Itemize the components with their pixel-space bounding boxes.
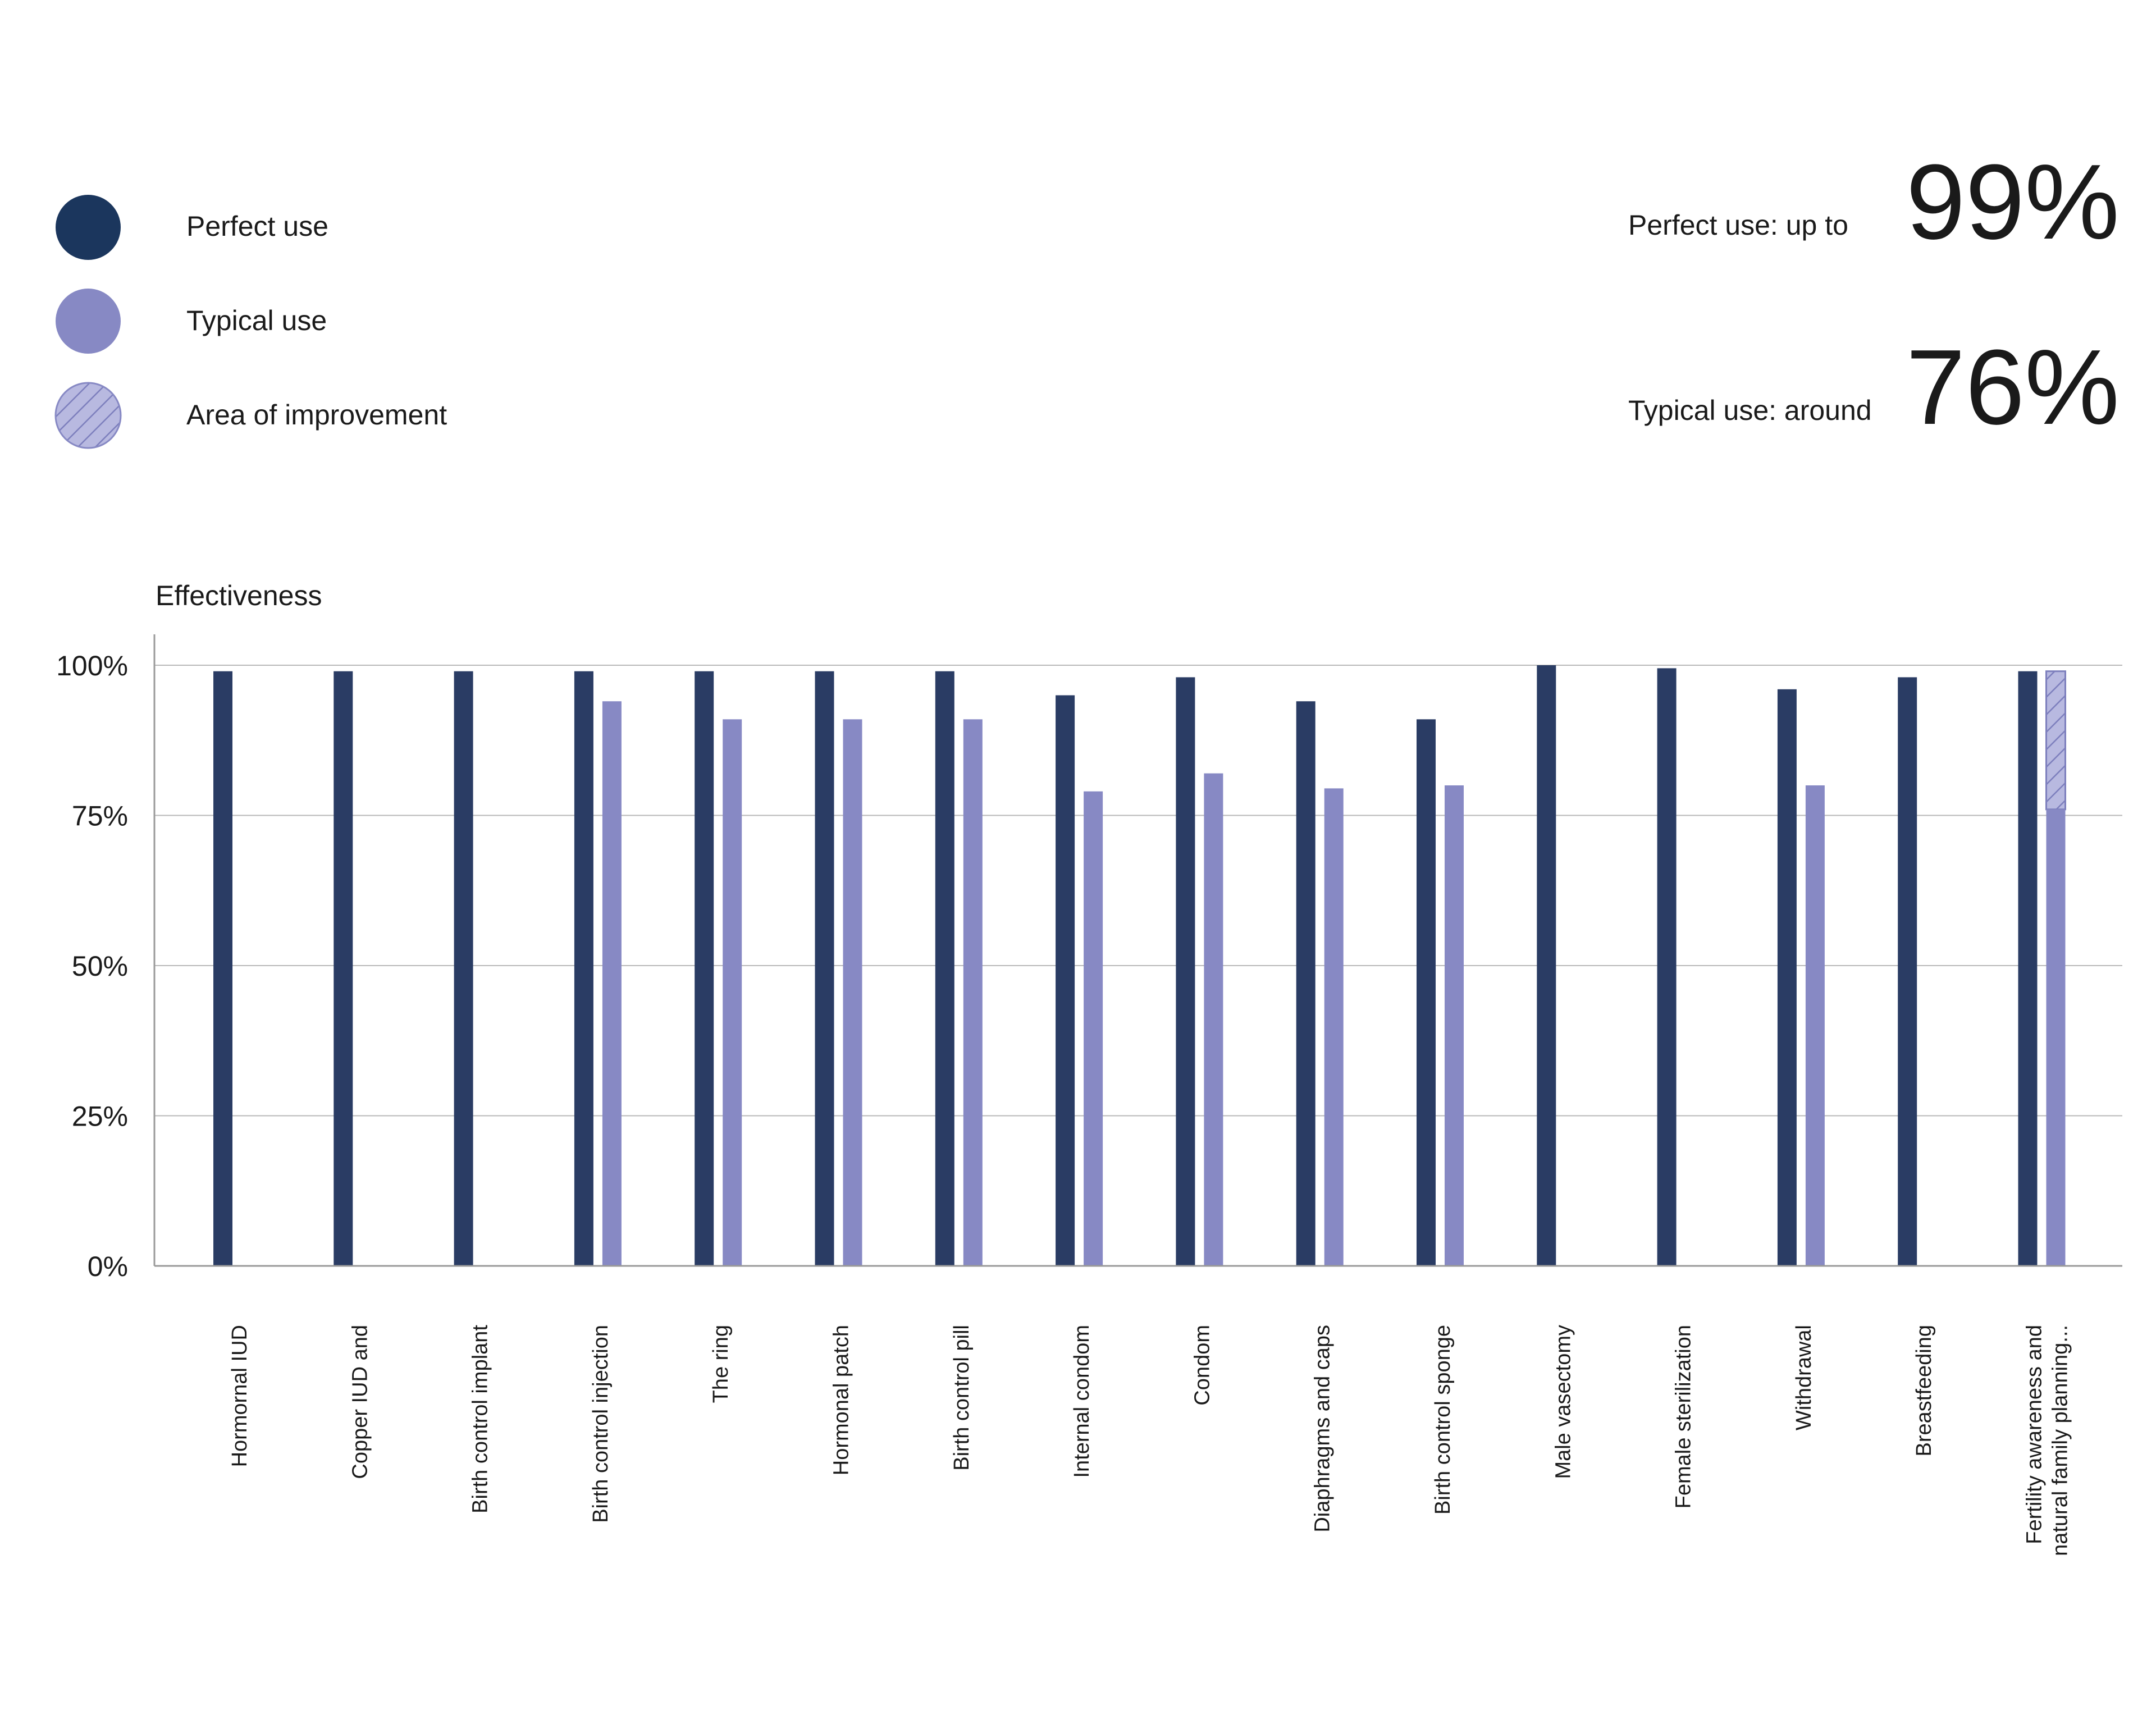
x-tick-label: Internal condom bbox=[1070, 1325, 1094, 1478]
bar-typical-use bbox=[843, 719, 862, 1266]
bar-perfect-use bbox=[454, 671, 473, 1266]
legend-swatch-perfect-use bbox=[56, 195, 121, 260]
bar-perfect-use bbox=[1777, 689, 1797, 1266]
x-tick-label: Hormornal IUD bbox=[228, 1325, 252, 1467]
x-tick-label: Birth control implant bbox=[469, 1325, 492, 1513]
bar-typical-use bbox=[963, 719, 983, 1266]
typical-use-stat-value: 76% bbox=[1906, 328, 2120, 447]
x-tick-label: Female sterilization bbox=[1672, 1325, 1696, 1508]
bar-perfect-use bbox=[2018, 671, 2038, 1266]
perfect-use-stat-value: 99% bbox=[1906, 143, 2120, 262]
bar-area-of-improvement bbox=[2045, 670, 2066, 811]
bar-typical-use bbox=[723, 719, 742, 1266]
x-tick-label: Withdrawal bbox=[1792, 1325, 1816, 1430]
legend-label-area-of-improvement: Area of improvement bbox=[186, 399, 447, 431]
bar-perfect-use bbox=[1537, 665, 1556, 1266]
x-tick-label: Birth control injection bbox=[589, 1325, 613, 1523]
bar-typical-use bbox=[1204, 773, 1223, 1266]
legend-label-typical-use: Typical use bbox=[186, 305, 327, 336]
x-tick-label: Male vasectomy bbox=[1551, 1325, 1575, 1479]
bar-typical-use bbox=[1084, 791, 1103, 1266]
bar-perfect-use bbox=[1056, 695, 1075, 1266]
y-tick-label: 0% bbox=[88, 1251, 128, 1282]
y-tick-label: 100% bbox=[56, 650, 128, 682]
legend-swatch-typical-use bbox=[56, 289, 121, 354]
bar-perfect-use bbox=[935, 671, 954, 1266]
chart-bars bbox=[213, 665, 2066, 1266]
chart-axes bbox=[153, 634, 2122, 1267]
x-tick-label: Breastfeeding bbox=[1912, 1325, 1936, 1457]
bar-perfect-use bbox=[1296, 701, 1315, 1266]
x-tick-label: Birth control pill bbox=[950, 1325, 974, 1471]
chart-gridlines bbox=[154, 665, 2122, 1117]
perfect-use-stat-label: Perfect use: up to bbox=[1628, 209, 1848, 241]
x-tick-label: Condom bbox=[1190, 1325, 1214, 1406]
bar-perfect-use bbox=[815, 671, 834, 1266]
bar-typical-use bbox=[1805, 785, 1825, 1266]
bar-perfect-use bbox=[334, 671, 353, 1266]
y-axis-ticks: 0% 25% 50% 75% 100% bbox=[56, 650, 128, 1282]
legend-label-perfect-use: Perfect use bbox=[186, 211, 328, 242]
y-tick-label: 25% bbox=[72, 1101, 128, 1132]
y-axis-title: Effectiveness bbox=[156, 580, 322, 611]
x-tick-label: Diaphragms and caps bbox=[1311, 1325, 1335, 1533]
bar-typical-use bbox=[2046, 809, 2066, 1266]
bar-perfect-use bbox=[1898, 677, 1917, 1266]
x-tick-label: Hormonal patch bbox=[830, 1325, 853, 1475]
bar-typical-use bbox=[602, 701, 622, 1266]
x-axis-labels: Hormornal IUD Copper IUD and Birth control… bbox=[228, 1325, 2072, 1556]
y-tick-label: 75% bbox=[72, 801, 128, 832]
legend: Perfect use Typical use Area of improvem… bbox=[54, 195, 447, 449]
bar-perfect-use bbox=[574, 671, 593, 1266]
bar-perfect-use bbox=[1176, 677, 1195, 1266]
bar-perfect-use bbox=[695, 671, 714, 1266]
bar-typical-use bbox=[1445, 785, 1464, 1266]
typical-use-stat-label: Typical use: around bbox=[1628, 395, 1872, 426]
summary-stats: Perfect use: up to 99% Typical use: arou… bbox=[1628, 143, 2120, 447]
bar-typical-use bbox=[1324, 788, 1344, 1266]
bar-perfect-use bbox=[213, 671, 232, 1266]
x-tick-label: Fertility awareness and natural family pl… bbox=[2023, 1325, 2072, 1556]
bar-perfect-use bbox=[1417, 719, 1436, 1266]
x-tick-label: Birth control sponge bbox=[1431, 1325, 1455, 1515]
bar-perfect-use bbox=[1657, 668, 1677, 1266]
legend-swatch-area-of-improvement bbox=[54, 382, 122, 449]
y-tick-label: 50% bbox=[72, 950, 128, 982]
x-tick-label: Copper IUD and bbox=[348, 1325, 372, 1479]
x-tick-label: The ring bbox=[709, 1325, 733, 1403]
